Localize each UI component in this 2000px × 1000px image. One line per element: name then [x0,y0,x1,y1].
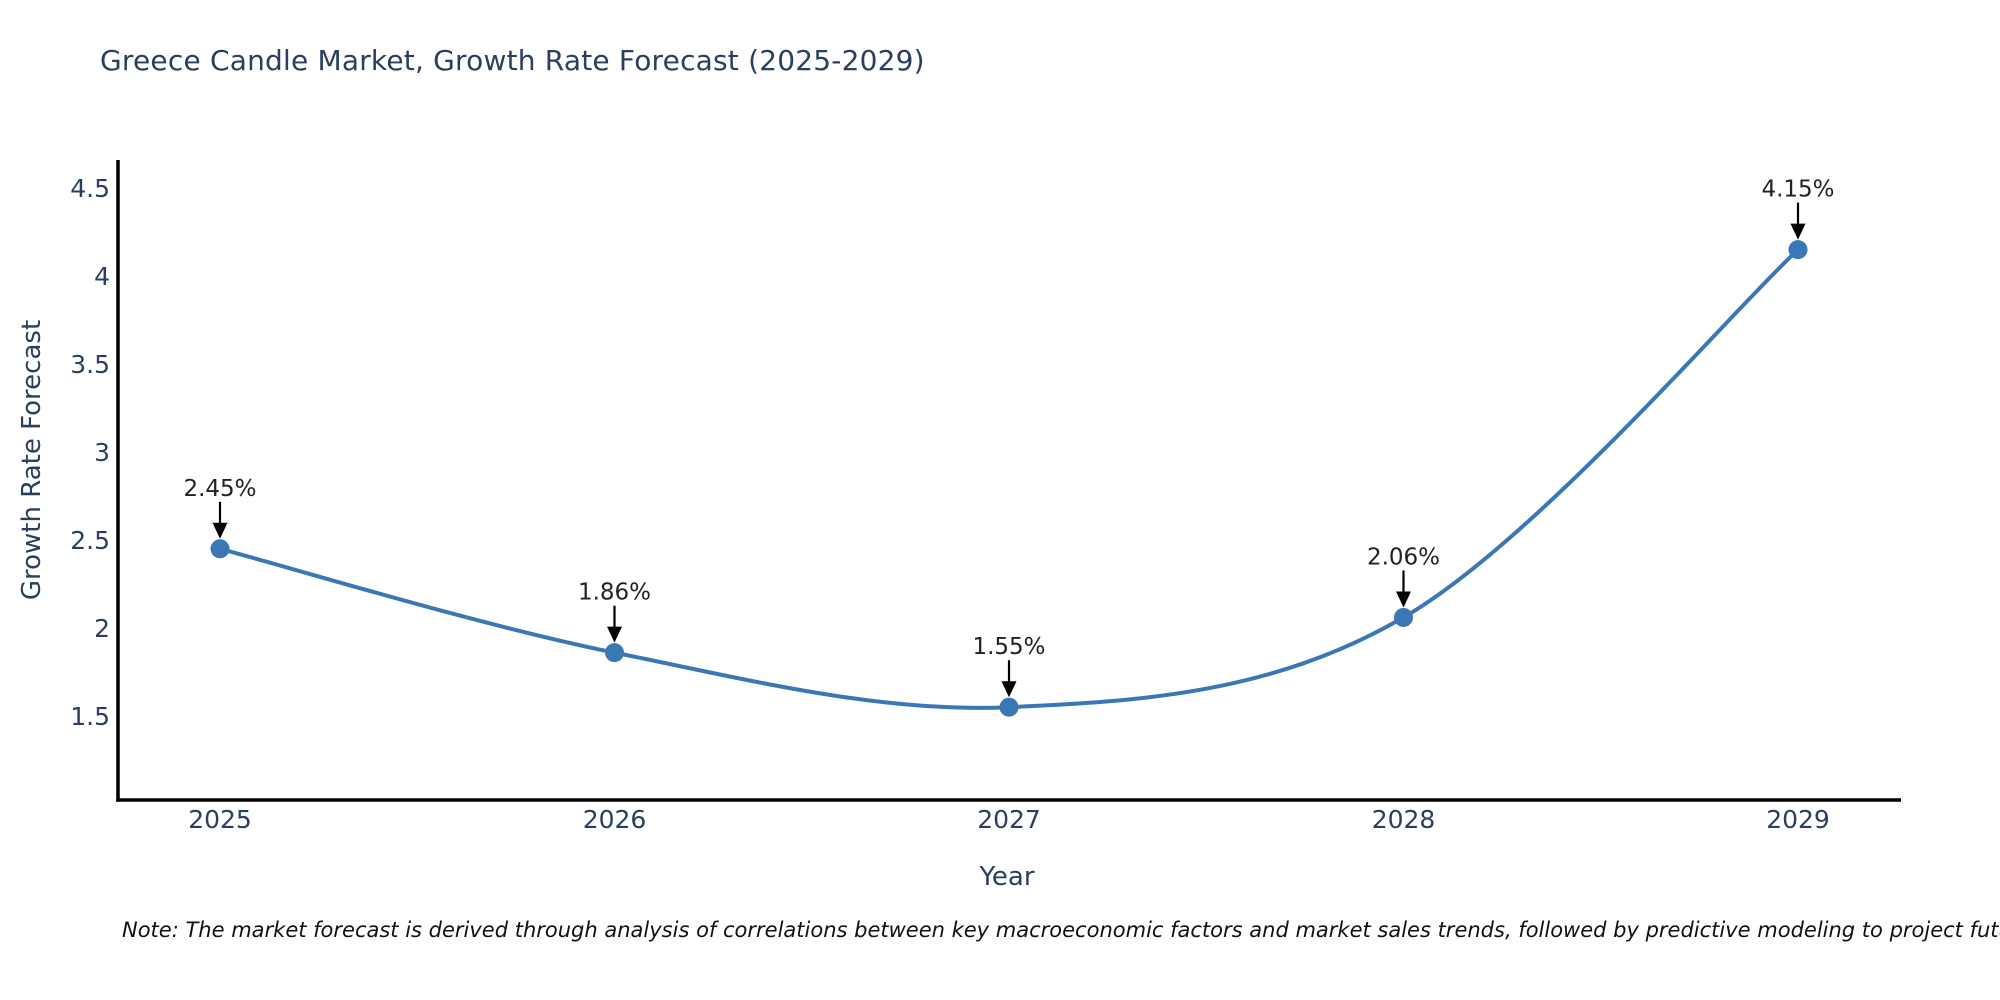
y-tick-label: 1.5 [70,702,110,731]
y-tick-label: 3.5 [70,350,110,379]
chart-title: Greece Candle Market, Growth Rate Foreca… [100,44,925,77]
x-tick-label: 2027 [977,805,1041,834]
data-point-label: 1.86% [578,580,651,606]
y-tick-label: 4.5 [70,174,110,203]
data-point-marker [1394,607,1413,627]
data-point-marker [210,539,230,559]
annotation-arrowhead-icon [1790,223,1806,240]
y-tick-label: 2.5 [70,526,110,555]
data-point-label: 2.45% [183,476,256,502]
x-axis-title: Year [979,862,1035,892]
y-axis-title: Growth Rate Forecast [17,319,47,601]
y-tick-label: 2 [94,614,110,643]
footnote: Note: The market forecast is derived thr… [122,918,2000,942]
series-line [219,248,1800,710]
data-point-label: 4.15% [1761,177,1834,203]
data-point-label: 1.55% [972,634,1045,660]
annotation-arrowhead-icon [607,626,622,643]
x-tick-label: 2029 [1766,805,1830,834]
annotation-arrowhead-icon [212,522,228,539]
data-point-marker [1788,240,1808,260]
data-point-marker [999,697,1019,717]
y-tick-label: 4 [94,262,110,291]
annotation-arrowhead-icon [1001,681,1017,698]
y-tick-label: 3 [94,438,110,467]
annotation-arrowhead-icon [1396,591,1411,608]
data-point-label: 2.06% [1367,544,1440,570]
data-point-marker [605,643,624,663]
x-tick-label: 2028 [1372,805,1436,834]
x-tick-label: 2026 [583,805,647,834]
x-tick-label: 2025 [188,805,252,834]
